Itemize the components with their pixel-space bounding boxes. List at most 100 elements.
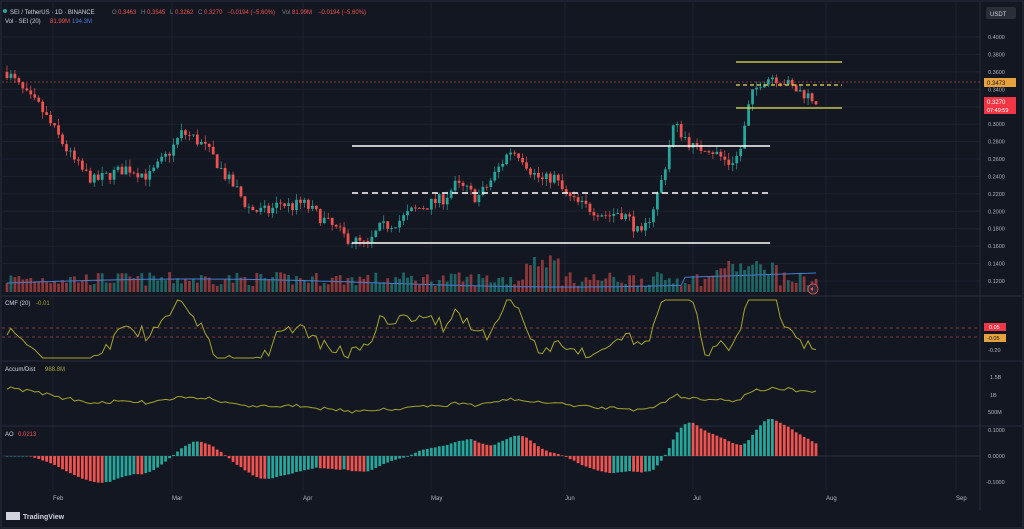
volume-bar	[215, 285, 219, 292]
ao-bar	[326, 456, 330, 469]
ao-bar	[564, 456, 568, 457]
ao-bar	[211, 446, 215, 456]
currency-badge[interactable]	[986, 7, 1016, 19]
candle-body	[227, 174, 231, 180]
tradingview-logo[interactable]: TradingView	[6, 512, 65, 521]
volume-bar	[425, 274, 429, 292]
candle-body	[378, 222, 382, 231]
volume-bar	[188, 280, 191, 292]
volume-bar	[84, 274, 88, 292]
ao-bar	[659, 456, 663, 461]
candle-body	[100, 173, 104, 180]
ao-bar	[37, 456, 41, 460]
candle-body	[786, 79, 790, 85]
cmf-lower-tag	[984, 334, 1006, 342]
volume-bar	[219, 284, 223, 292]
volume-bar	[398, 278, 401, 292]
candle-body	[763, 84, 766, 88]
volume-bar	[525, 263, 528, 292]
candle-body	[394, 227, 398, 229]
candle-body	[814, 101, 818, 105]
volume-bar	[136, 276, 140, 292]
candle-body	[211, 146, 215, 155]
ao-bar	[667, 448, 671, 456]
volume-bar	[529, 265, 532, 292]
volume-ma-line	[6, 272, 817, 288]
volume-bar	[739, 263, 743, 292]
volume-bar	[798, 272, 802, 292]
volume-bar	[771, 262, 774, 292]
ao-tick-1: 0.1000	[988, 428, 1005, 434]
ao-bar	[596, 456, 600, 471]
ao-tick-3: -0.1000	[986, 480, 1005, 486]
ao-bar	[112, 456, 116, 480]
volume-bar	[21, 279, 25, 292]
volume-bar	[386, 278, 390, 292]
candle-body	[306, 199, 310, 209]
volume-bar	[366, 274, 370, 292]
candle-body	[69, 150, 72, 152]
candle-body	[798, 90, 802, 92]
ao-bar	[227, 456, 231, 459]
accum-dist-line	[6, 386, 817, 414]
candle-body	[774, 77, 778, 84]
ao-bar	[366, 456, 370, 472]
ao-bar	[73, 456, 76, 475]
candle-body	[9, 73, 13, 78]
volume-bar	[548, 255, 552, 292]
ao-bar	[588, 456, 592, 469]
ao-label[interactable]: AO	[5, 432, 14, 438]
volume-bar	[128, 276, 132, 292]
time-axis[interactable]: Feb Mar Apr May Jun Jul Aug Sep	[53, 496, 967, 502]
volume-bar	[295, 276, 298, 292]
ao-bar	[739, 445, 743, 456]
volume-indicator-label[interactable]: Vol · SEI (20)	[5, 19, 41, 25]
ao-bar	[176, 451, 179, 456]
ao-tick-2: 0.0000	[988, 454, 1005, 460]
candle-body	[537, 172, 540, 178]
ao-bar	[751, 434, 754, 456]
candlestick-series[interactable]	[5, 65, 818, 250]
candle-body	[640, 226, 643, 231]
volume-bar	[743, 269, 747, 292]
candle-body	[457, 180, 461, 183]
cmf-label[interactable]: CMF (20)	[5, 301, 30, 307]
volume-bar	[100, 273, 104, 292]
ad-label[interactable]: Accum/Dist	[5, 367, 36, 373]
candle-body	[180, 130, 183, 139]
volume-bar	[537, 266, 540, 292]
candle-body	[291, 203, 294, 210]
volume-bar	[291, 284, 294, 292]
candle-body	[771, 77, 774, 80]
volume-bar	[73, 276, 76, 292]
ao-bar	[100, 456, 104, 483]
price-axis[interactable]: 0.40000.38000.36000.34000.32000.30000.28…	[988, 35, 1005, 285]
volume-bar	[33, 281, 37, 292]
volume-bar	[544, 267, 548, 292]
month-may: May	[431, 496, 442, 502]
ao-bar	[731, 443, 735, 456]
ao-bar	[604, 456, 608, 473]
candle-body	[703, 150, 707, 152]
volume-bar	[390, 282, 394, 292]
volume-bar	[568, 272, 572, 292]
volume-bar	[723, 268, 727, 292]
ao-bar	[88, 456, 92, 482]
volume-bar	[69, 277, 72, 292]
volume-bar	[211, 284, 215, 292]
volume-bar	[76, 282, 80, 292]
volume-bar	[441, 275, 445, 292]
candle-body	[580, 200, 584, 203]
volume-bar	[251, 285, 255, 292]
ao-bar	[136, 456, 140, 475]
candle-body	[402, 215, 405, 221]
marker-level-text: 0.3473	[987, 81, 1006, 87]
volume-bar	[636, 285, 639, 292]
volume-bar	[49, 283, 52, 292]
volume-bar	[493, 282, 497, 292]
symbol-title[interactable]: SEI / TetherUS · 1D · BINANCE	[10, 10, 95, 16]
ao-bar	[358, 456, 362, 472]
volume-bar	[457, 272, 461, 292]
candle-body	[572, 196, 576, 198]
